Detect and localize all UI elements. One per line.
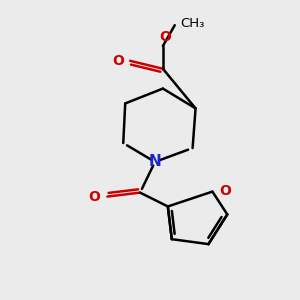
Text: O: O xyxy=(88,190,101,204)
Text: O: O xyxy=(219,184,231,198)
Text: O: O xyxy=(112,54,124,68)
Text: O: O xyxy=(159,30,171,44)
Text: CH₃: CH₃ xyxy=(180,17,205,30)
Text: N: N xyxy=(148,154,161,169)
